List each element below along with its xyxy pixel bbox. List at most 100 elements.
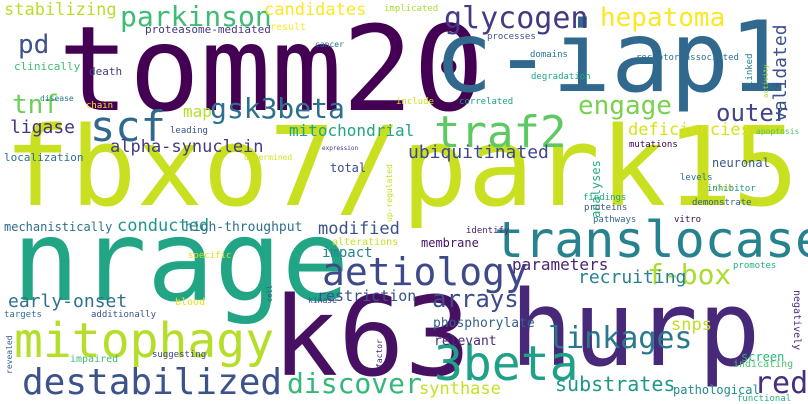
word-parameters: parameters (512, 255, 608, 274)
word-mitophagy: mitophagy (14, 313, 274, 369)
word-high-throughput: high-throughput (185, 220, 302, 235)
word-red: red (754, 366, 808, 401)
word-domains: domains (530, 50, 568, 60)
word-activity: activity (762, 64, 770, 98)
word-neuronal: neuronal (712, 156, 770, 170)
word-traf2: traf2 (434, 107, 566, 158)
word-functional: functional (737, 394, 791, 404)
word-disease: disease (40, 94, 74, 103)
word-tnf: tnf (12, 90, 59, 120)
word-impact: impact (322, 245, 373, 261)
word-indicating: indicating (733, 359, 793, 370)
word-modified: modified (318, 219, 400, 239)
word-alpha-synuclein: alpha-synuclein (110, 137, 264, 157)
word-map: map (183, 102, 212, 121)
word-degradation: degradation (531, 72, 591, 82)
word-ligase: ligase (10, 117, 75, 138)
word-phosphorylate: phosphorylate (433, 316, 535, 331)
word-blood: blood (175, 297, 205, 308)
word-factor: factor (375, 339, 384, 368)
word-result: result (270, 22, 306, 33)
word-discover: discover (287, 367, 422, 400)
word-specific: specific (188, 251, 231, 261)
word-hurp: hurp (510, 268, 760, 390)
word-alterations: alterations (332, 237, 398, 248)
word-expression: expression (322, 145, 359, 152)
word-glycogen: glycogen (444, 1, 589, 36)
word-processes: processes (487, 32, 536, 42)
word-identify: identify (466, 226, 510, 236)
word-nrage: nrage (12, 197, 349, 327)
word-ubiquitinated: ubiquitinated (408, 142, 549, 163)
word-substrates: substrates (555, 372, 675, 396)
word-leading: leading (170, 126, 208, 136)
word-linked: linked (745, 53, 755, 86)
word-suggesting: suggesting (152, 350, 206, 360)
word-3beta: 3beta (434, 336, 579, 392)
word-mutations: mutations (629, 140, 678, 150)
word-gsk3beta: gsk3beta (210, 92, 345, 125)
word-implicated: implicated (384, 4, 438, 14)
word-total: total (330, 161, 366, 175)
word-correlated: correlated (459, 97, 513, 107)
word-destabilized: destabilized (22, 362, 282, 403)
word-pathways: pathways (593, 215, 636, 225)
word-stabilizing: stabilizing (4, 0, 117, 20)
word-proteasome-mediated: proteasome-mediated (145, 23, 271, 36)
word-aetiology: aetiology (322, 250, 528, 294)
word-include: include (396, 97, 434, 107)
word-hepatoma: hepatoma (600, 3, 725, 33)
word-engage: engage (578, 91, 672, 121)
word-proteins: proteins (584, 203, 627, 213)
word-cell: cell (266, 285, 274, 302)
word-k63: k63 (272, 273, 471, 401)
word-additionally: additionally (91, 310, 157, 320)
word-tomm20: tomm20 (58, 0, 484, 138)
word-death: death (89, 65, 122, 78)
word-conducted: conducted (117, 216, 209, 236)
word-localization: localization (4, 151, 83, 164)
word-translocase: translocase (494, 211, 808, 269)
word-mechanistically: mechanistically (4, 220, 112, 234)
word-analyses: analyses (589, 160, 603, 218)
word-demonstrate: demonstrate (692, 198, 752, 208)
word-recruiting: recruiting (578, 267, 686, 288)
word-scf: scf (90, 102, 166, 151)
word-inhibitor: inhibitor (707, 184, 756, 194)
word-kinase: kinase (308, 296, 337, 305)
word-levels: levels (680, 173, 713, 183)
word-clinically: clinically (14, 60, 81, 73)
word-c-iap1: c-iap1 (434, 1, 788, 115)
word-apoptosis: apoptosis (756, 127, 800, 136)
word-determined: determined (244, 153, 292, 162)
word-negatively: negatively (791, 290, 802, 350)
word-validated: validated (770, 24, 791, 122)
word-f-box: f-box (647, 258, 731, 291)
word-pd: pd (18, 30, 49, 60)
word-restriction: restriction (317, 287, 416, 305)
word-vitro: vitro (674, 215, 701, 225)
word-revealed: revealed (5, 335, 14, 374)
word-synthase: synthase (419, 379, 501, 399)
word-deficiencies: deficiencies (628, 120, 751, 140)
word-early-onset: early-onset (8, 291, 127, 312)
word-membrane: membrane (421, 236, 479, 250)
word-findings: findings (583, 193, 626, 203)
word-fbxo7-park15: fbxo7/park15 (4, 103, 799, 231)
word-chain: chain (86, 101, 113, 111)
word-relevant: relevant (434, 334, 497, 349)
word-promotes: promotes (733, 261, 776, 271)
word-targets: targets (4, 310, 42, 320)
word-candidates: candidates (264, 0, 366, 20)
word-arrays: arrays (432, 285, 519, 313)
word-snps: snps (671, 315, 712, 335)
word-receptor-associated: receptor-associated (636, 53, 739, 63)
word-screen: screen (741, 350, 784, 364)
word-linkages: linkages (548, 321, 693, 356)
word-outer: outer (716, 99, 788, 127)
word-mitochondrial: mitochondrial (289, 121, 414, 140)
word-cancer: cancer (315, 40, 344, 49)
word-impaired: impaired (70, 354, 118, 365)
